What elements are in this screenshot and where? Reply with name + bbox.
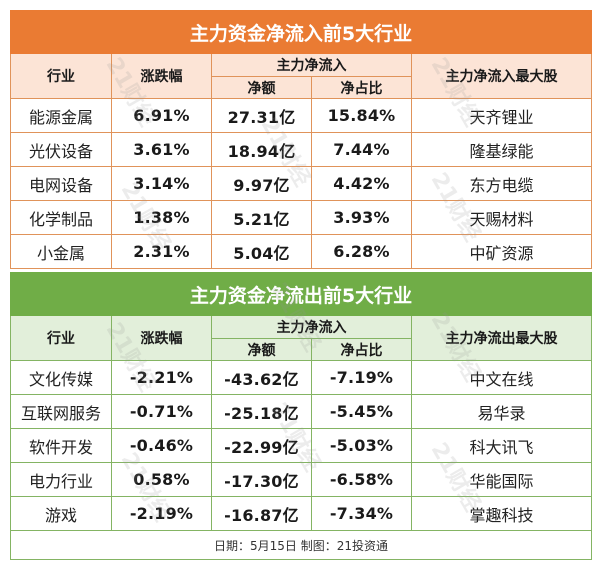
top-stock-cell: 隆基绿能 (410, 132, 593, 167)
table-row: 文化传媒 -2.21% -43.62亿 -7.19% 中文在线 (10, 360, 593, 395)
top-stock-cell: 科大讯飞 (410, 428, 593, 463)
table-row: 化学制品 1.38% 5.21亿 3.93% 天赐材料 (10, 200, 593, 235)
header-net-amount: 净额 (211, 338, 312, 361)
header-change: 涨跌幅 (111, 53, 212, 99)
header-industry: 行业 (10, 53, 112, 99)
outflow-title: 主力资金净流出前5大行业 (9, 272, 593, 316)
net-amount-cell: -25.18亿 (211, 394, 312, 429)
industry-cell: 互联网服务 (10, 394, 112, 429)
industry-cell: 文化传媒 (10, 360, 112, 395)
top-stock-cell: 易华录 (410, 394, 593, 429)
industry-cell: 电力行业 (10, 462, 112, 497)
net-amount-cell: 27.31亿 (211, 98, 312, 133)
outflow-table: 主力资金净流出前5大行业 行业 涨跌幅 主力净流入 主力净流出最大股 净额 净占… (9, 272, 593, 560)
header-net-ratio: 净占比 (311, 338, 412, 361)
net-ratio-cell: 4.42% (311, 166, 412, 201)
net-amount-cell: 5.04亿 (211, 234, 312, 269)
net-ratio-cell: 7.44% (311, 132, 412, 167)
header-net-ratio: 净占比 (311, 76, 412, 99)
top-stock-cell: 中矿资源 (410, 234, 593, 269)
change-cell: 3.61% (111, 132, 212, 167)
net-amount-cell: 9.97亿 (211, 166, 312, 201)
industry-cell: 能源金属 (10, 98, 112, 133)
net-ratio-cell: 15.84% (311, 98, 412, 133)
change-cell: 2.31% (111, 234, 212, 269)
net-ratio-cell: -5.45% (311, 394, 412, 429)
footer-caption: 日期：5月15日 制图：21投资通 (9, 530, 593, 560)
change-cell: 0.58% (111, 462, 212, 497)
net-amount-cell: -22.99亿 (211, 428, 312, 463)
net-amount-cell: -16.87亿 (211, 496, 312, 531)
change-cell: -0.46% (111, 428, 212, 463)
net-ratio-cell: 3.93% (311, 200, 412, 235)
change-cell: 3.14% (111, 166, 212, 201)
header-industry: 行业 (10, 315, 112, 361)
table-row: 互联网服务 -0.71% -25.18亿 -5.45% 易华录 (10, 394, 593, 429)
header-top-stock: 主力净流出最大股 (410, 315, 593, 361)
header-top-stock: 主力净流入最大股 (410, 53, 593, 99)
net-amount-cell: -17.30亿 (211, 462, 312, 497)
header-net-group: 主力净流入 (211, 53, 412, 77)
change-cell: 6.91% (111, 98, 212, 133)
net-amount-cell: 18.94亿 (211, 132, 312, 167)
change-cell: -2.19% (111, 496, 212, 531)
top-stock-cell: 中文在线 (410, 360, 593, 395)
table-row: 光伏设备 3.61% 18.94亿 7.44% 隆基绿能 (10, 132, 593, 167)
header-net-amount: 净额 (211, 76, 312, 99)
top-stock-cell: 天赐材料 (410, 200, 593, 235)
net-ratio-cell: 6.28% (311, 234, 412, 269)
header-net-group: 主力净流入 (211, 315, 412, 339)
inflow-title: 主力资金净流入前5大行业 (9, 10, 593, 54)
net-amount-cell: -43.62亿 (211, 360, 312, 395)
net-amount-cell: 5.21亿 (211, 200, 312, 235)
inflow-table: 主力资金净流入前5大行业 行业 涨跌幅 主力净流入 主力净流入最大股 净额 净占… (9, 10, 593, 269)
net-ratio-cell: -7.19% (311, 360, 412, 395)
net-ratio-cell: -7.34% (311, 496, 412, 531)
table-row: 电网设备 3.14% 9.97亿 4.42% 东方电缆 (10, 166, 593, 201)
top-stock-cell: 华能国际 (410, 462, 593, 497)
change-cell: -2.21% (111, 360, 212, 395)
industry-cell: 电网设备 (10, 166, 112, 201)
industry-cell: 小金属 (10, 234, 112, 269)
table-row: 能源金属 6.91% 27.31亿 15.84% 天齐锂业 (10, 98, 593, 133)
header-change: 涨跌幅 (111, 315, 212, 361)
net-ratio-cell: -5.03% (311, 428, 412, 463)
industry-cell: 软件开发 (10, 428, 112, 463)
table-row: 电力行业 0.58% -17.30亿 -6.58% 华能国际 (10, 462, 593, 497)
change-cell: -0.71% (111, 394, 212, 429)
table-row: 软件开发 -0.46% -22.99亿 -5.03% 科大讯飞 (10, 428, 593, 463)
top-stock-cell: 东方电缆 (410, 166, 593, 201)
table-row: 游戏 -2.19% -16.87亿 -7.34% 掌趣科技 (10, 496, 593, 531)
change-cell: 1.38% (111, 200, 212, 235)
table-row: 小金属 2.31% 5.04亿 6.28% 中矿资源 (10, 234, 593, 269)
capital-flow-report: 主力资金净流入前5大行业 行业 涨跌幅 主力净流入 主力净流入最大股 净额 净占… (9, 10, 593, 560)
top-stock-cell: 掌趣科技 (410, 496, 593, 531)
industry-cell: 游戏 (10, 496, 112, 531)
net-ratio-cell: -6.58% (311, 462, 412, 497)
industry-cell: 光伏设备 (10, 132, 112, 167)
top-stock-cell: 天齐锂业 (410, 98, 593, 133)
industry-cell: 化学制品 (10, 200, 112, 235)
